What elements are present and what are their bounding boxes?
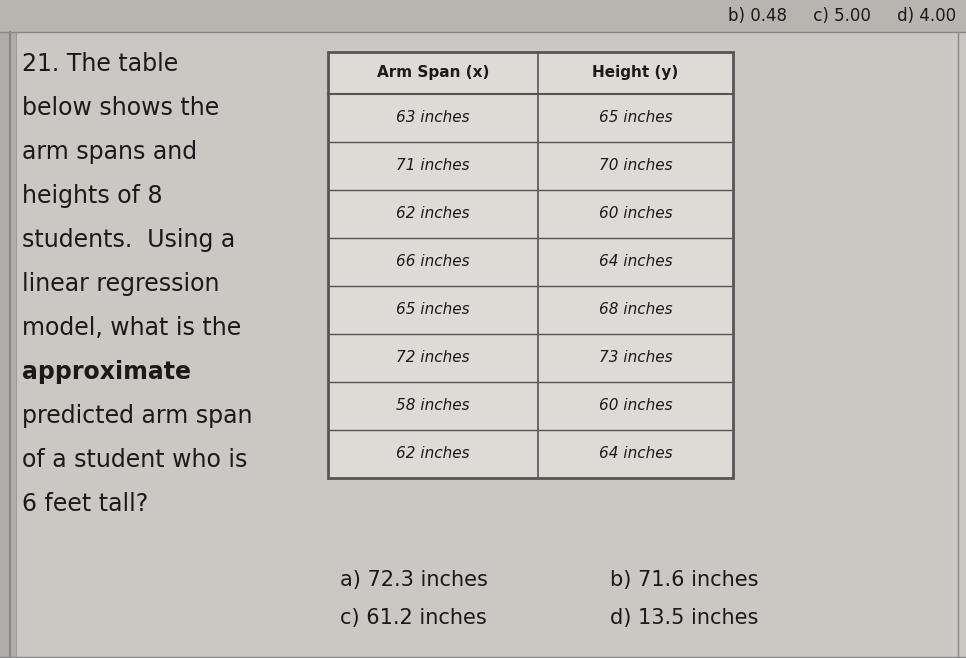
Text: 70 inches: 70 inches	[599, 159, 672, 174]
Text: 72 inches: 72 inches	[396, 351, 469, 365]
Text: model, what is the: model, what is the	[22, 316, 242, 340]
Text: d) 13.5 inches: d) 13.5 inches	[610, 608, 758, 628]
Bar	[0, 0, 966, 32]
Text: b) 0.48     c) 5.00     d) 4.00: b) 0.48 c) 5.00 d) 4.00	[727, 7, 956, 25]
Text: of a student who is: of a student who is	[22, 448, 247, 472]
Text: 64 inches: 64 inches	[599, 447, 672, 461]
Text: 63 inches: 63 inches	[396, 111, 469, 126]
Text: 6 feet tall?: 6 feet tall?	[22, 492, 148, 516]
Text: b) 71.6 inches: b) 71.6 inches	[610, 570, 758, 590]
Text: arm spans and: arm spans and	[22, 140, 197, 164]
Bar	[328, 52, 733, 478]
Text: 60 inches: 60 inches	[599, 399, 672, 413]
Text: predicted arm span: predicted arm span	[22, 404, 252, 428]
Bar	[328, 52, 733, 478]
Text: 68 inches: 68 inches	[599, 303, 672, 318]
Text: 21. The table: 21. The table	[22, 52, 179, 76]
Text: 58 inches: 58 inches	[396, 399, 469, 413]
Text: Height (y): Height (y)	[592, 66, 679, 80]
Text: 65 inches: 65 inches	[396, 303, 469, 318]
Text: 64 inches: 64 inches	[599, 255, 672, 270]
Text: below shows the: below shows the	[22, 96, 219, 120]
Text: c) 61.2 inches: c) 61.2 inches	[340, 608, 487, 628]
Text: 65 inches: 65 inches	[599, 111, 672, 126]
Text: a) 72.3 inches: a) 72.3 inches	[340, 570, 488, 590]
Text: 62 inches: 62 inches	[396, 207, 469, 222]
Text: 60 inches: 60 inches	[599, 207, 672, 222]
Text: approximate: approximate	[22, 360, 191, 384]
Text: 73 inches: 73 inches	[599, 351, 672, 365]
Text: Arm Span (x): Arm Span (x)	[377, 66, 489, 80]
Text: heights of 8: heights of 8	[22, 184, 162, 208]
Text: linear regression: linear regression	[22, 272, 219, 296]
Text: 62 inches: 62 inches	[396, 447, 469, 461]
Bar	[0, 32, 16, 658]
Text: 66 inches: 66 inches	[396, 255, 469, 270]
Text: 71 inches: 71 inches	[396, 159, 469, 174]
Text: students.  Using a: students. Using a	[22, 228, 236, 252]
